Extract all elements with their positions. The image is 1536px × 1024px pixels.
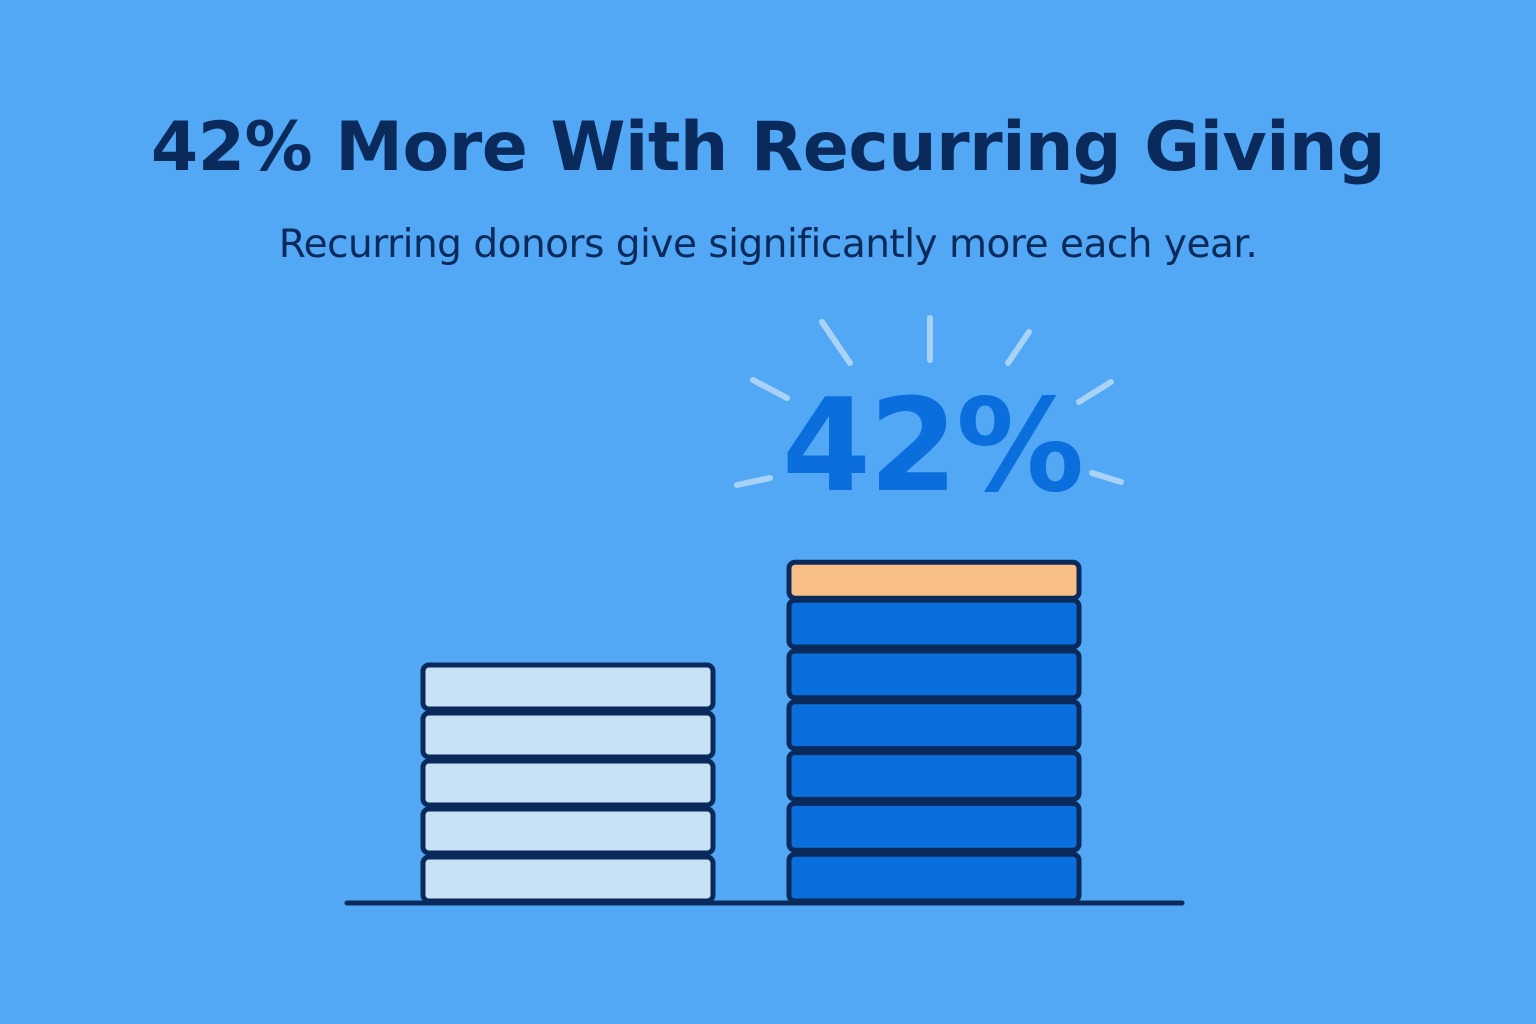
burst-ray: [1005, 329, 1032, 366]
burst-ray: [1089, 470, 1124, 485]
chart-title: 42% More With Recurring Giving: [150, 108, 1386, 187]
bar-one-time: [420, 662, 716, 904]
increase-segment: [786, 559, 1082, 601]
bar-segment: [786, 851, 1082, 904]
chart-subtitle: Recurring donors give significantly more…: [278, 222, 1258, 267]
bar-segment: [786, 699, 1082, 752]
burst-ray: [734, 475, 773, 488]
bar-segment: [786, 750, 1082, 802]
bar-segment: [786, 597, 1082, 650]
bar-segment: [420, 710, 716, 760]
highlight-burst: [734, 315, 1124, 488]
bar-segment: [786, 800, 1082, 853]
bar-segment: [420, 662, 716, 712]
bar-recurring: [786, 559, 1082, 904]
increase-label: 42%: [782, 372, 1082, 521]
bar-segment: [420, 758, 716, 808]
burst-ray: [750, 377, 790, 401]
bar-segment: [420, 854, 716, 904]
bar-segment: [420, 806, 716, 856]
bar-segment: [786, 648, 1082, 701]
burst-ray: [819, 319, 853, 366]
bars: [420, 559, 1082, 904]
burst-ray: [1076, 379, 1114, 405]
